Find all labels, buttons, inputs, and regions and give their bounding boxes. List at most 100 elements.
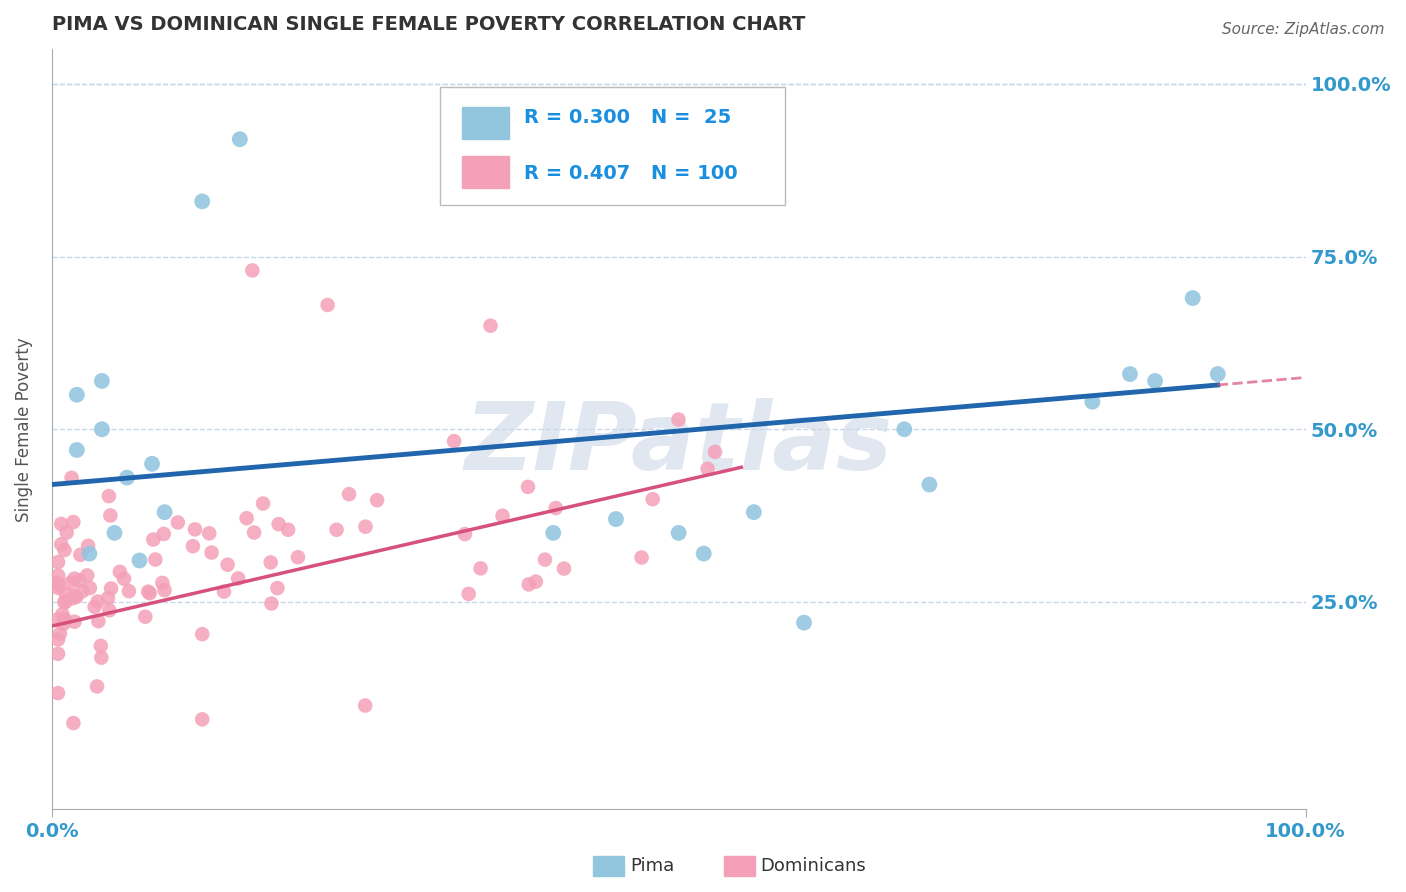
Point <box>46 647 69 661</box>
Point <box>152 527 174 541</box>
Text: ZIPatlas: ZIPatlas <box>464 399 893 491</box>
Bar <box>461 107 509 139</box>
Text: N =  25: N = 25 <box>651 108 731 128</box>
Point <box>59 575 82 590</box>
Point <box>53 543 76 558</box>
Point <box>200 545 222 559</box>
Point <box>72 584 94 599</box>
Point <box>704 445 727 459</box>
Point <box>51 607 73 622</box>
Point <box>46 632 69 647</box>
Point <box>252 497 274 511</box>
Text: R = 0.407: R = 0.407 <box>524 163 631 183</box>
Point <box>53 612 76 626</box>
Text: Dominicans: Dominicans <box>761 857 866 875</box>
Point <box>55 525 77 540</box>
Point <box>605 512 627 526</box>
Point <box>260 597 283 611</box>
Point <box>517 480 540 494</box>
Point <box>128 553 150 567</box>
Point <box>63 589 86 603</box>
Point <box>79 547 101 561</box>
Point <box>90 639 112 653</box>
Point <box>98 603 121 617</box>
Point <box>76 568 98 582</box>
Point <box>893 422 915 436</box>
Point <box>49 627 72 641</box>
Point <box>79 581 101 595</box>
Point <box>191 194 214 209</box>
Point <box>166 516 188 530</box>
Point <box>1081 394 1104 409</box>
Point <box>103 525 125 540</box>
Bar <box>461 156 509 187</box>
Point <box>83 599 105 614</box>
Point <box>90 422 112 436</box>
Point <box>52 617 75 632</box>
Text: N = 100: N = 100 <box>651 163 738 183</box>
Point <box>46 577 69 591</box>
Point <box>138 586 160 600</box>
Point <box>287 550 309 565</box>
Point <box>337 487 360 501</box>
Point <box>134 609 156 624</box>
Point <box>143 552 166 566</box>
Point <box>62 716 84 731</box>
Point <box>46 612 69 626</box>
Point <box>443 434 465 449</box>
Point <box>229 132 252 146</box>
Point <box>366 493 388 508</box>
Point <box>354 698 377 713</box>
Text: Pima: Pima <box>630 857 673 875</box>
Point <box>150 575 173 590</box>
Point <box>479 318 502 333</box>
Point <box>66 442 89 457</box>
Point <box>1181 291 1204 305</box>
Point <box>184 522 207 536</box>
Point <box>457 587 479 601</box>
Point <box>354 519 377 533</box>
Point <box>46 576 69 591</box>
Point <box>325 523 347 537</box>
Point <box>181 539 204 553</box>
Point <box>668 525 690 540</box>
Point <box>69 548 91 562</box>
FancyBboxPatch shape <box>440 87 785 205</box>
Point <box>67 574 90 588</box>
Point <box>51 537 73 551</box>
Point <box>46 568 69 582</box>
Point <box>136 584 159 599</box>
Point <box>696 462 718 476</box>
Point <box>100 508 122 523</box>
Point <box>742 505 765 519</box>
Point <box>534 552 557 566</box>
Point <box>235 511 257 525</box>
Point <box>668 412 690 426</box>
Point <box>240 263 263 277</box>
Point <box>60 471 83 485</box>
Point <box>693 547 716 561</box>
Point <box>100 582 122 596</box>
Text: Source: ZipAtlas.com: Source: ZipAtlas.com <box>1222 22 1385 37</box>
Text: PIMA VS DOMINICAN SINGLE FEMALE POVERTY CORRELATION CHART: PIMA VS DOMINICAN SINGLE FEMALE POVERTY … <box>52 15 806 34</box>
Point <box>793 615 815 630</box>
Point <box>87 614 110 628</box>
Point <box>630 550 652 565</box>
Point <box>55 587 77 601</box>
Point <box>66 388 89 402</box>
Point <box>97 489 120 503</box>
Point <box>118 584 141 599</box>
Point <box>46 581 69 595</box>
Point <box>108 565 131 579</box>
Point <box>1144 374 1167 388</box>
Point <box>217 558 239 572</box>
Point <box>544 501 567 516</box>
Point <box>55 595 77 609</box>
Point <box>277 523 299 537</box>
Point <box>153 583 176 598</box>
Point <box>115 470 138 484</box>
Point <box>267 517 290 532</box>
Point <box>454 527 477 541</box>
Point <box>491 508 513 523</box>
Point <box>141 457 163 471</box>
